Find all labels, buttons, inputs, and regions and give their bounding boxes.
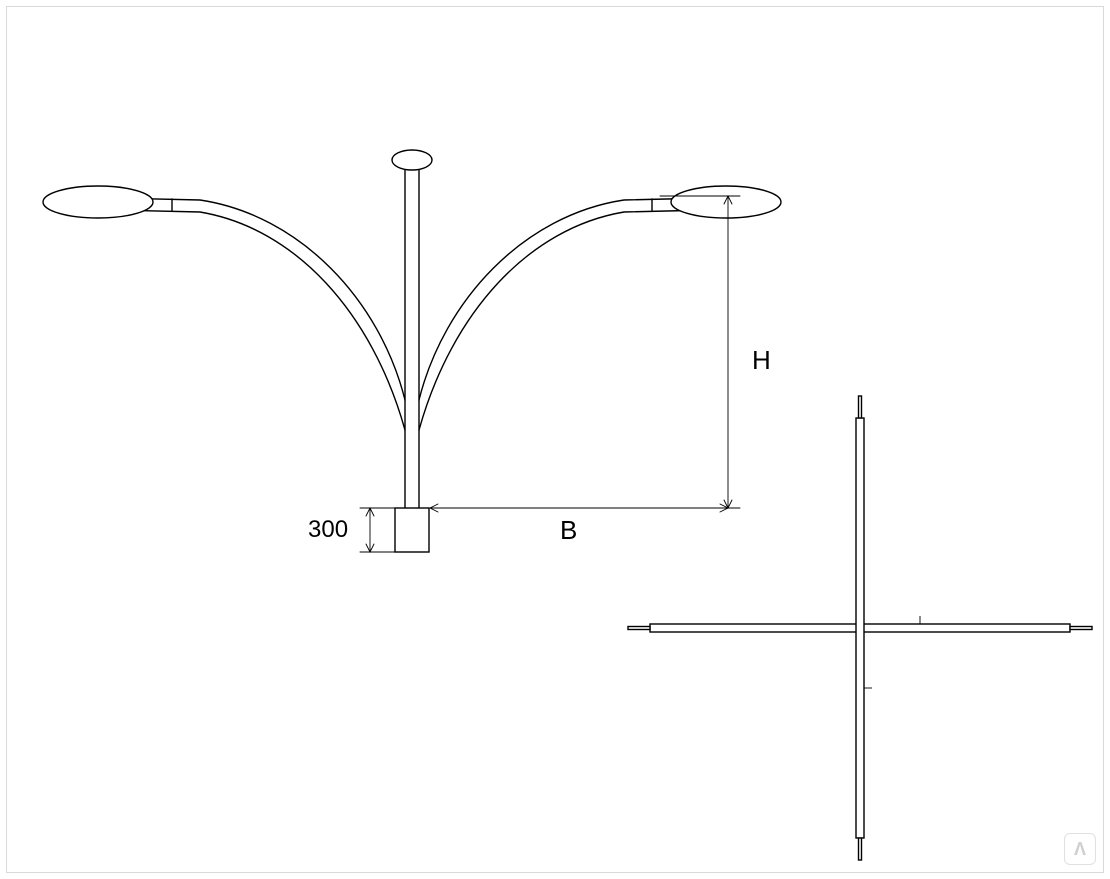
watermark-icon: Λ (1064, 833, 1096, 865)
elevation-drawing (0, 0, 1110, 879)
dim-label-B: B (560, 515, 577, 546)
dim-label-H: H (752, 345, 771, 376)
dim-label-base: 300 (308, 516, 348, 544)
